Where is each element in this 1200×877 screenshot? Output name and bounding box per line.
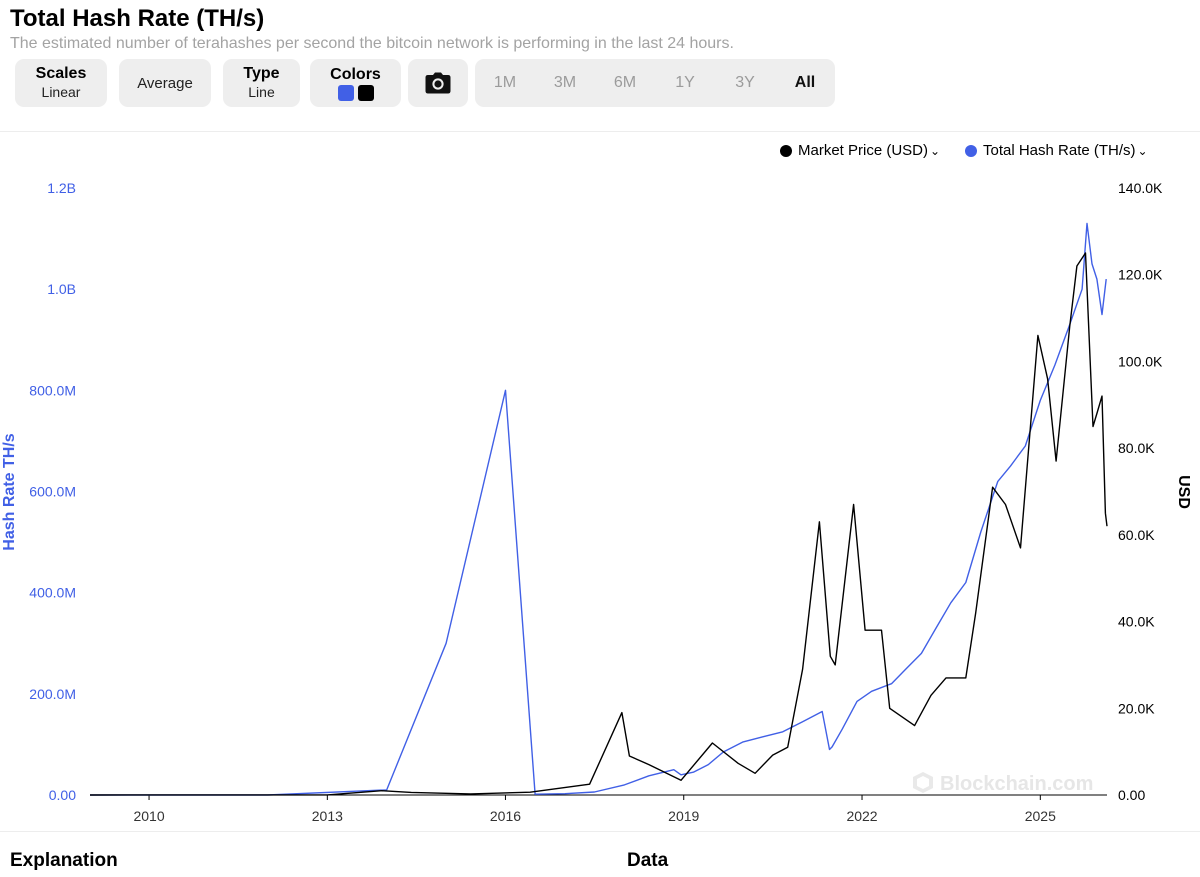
header-divider xyxy=(0,131,1200,132)
x-tick-label-3: 2019 xyxy=(668,808,699,824)
scales-button[interactable]: Scales Linear xyxy=(15,59,107,107)
colors-label: Colors xyxy=(330,65,381,83)
x-tick-label-5: 2025 xyxy=(1025,808,1056,824)
range-all[interactable]: All xyxy=(794,74,816,91)
camera-icon xyxy=(425,72,451,94)
series-line-hash-rate xyxy=(90,222,1107,796)
y-left-tick-1: 200.0M xyxy=(29,686,76,702)
range-1y[interactable]: 1Y xyxy=(675,74,695,91)
y-left-tick-2: 400.0M xyxy=(29,585,76,601)
color-swatch-price[interactable] xyxy=(357,84,374,101)
chevron-down-icon: ⌄ xyxy=(930,143,941,158)
legend-dot-market-price xyxy=(780,144,792,157)
scales-value: Linear xyxy=(41,84,81,100)
range-3y[interactable]: 3Y xyxy=(735,74,755,91)
x-tick-label-4: 2022 xyxy=(846,808,877,824)
y-left-tick-0: 0.00 xyxy=(49,787,76,803)
color-swatch-hashrate[interactable] xyxy=(337,84,354,101)
range-6m[interactable]: 6M xyxy=(613,74,637,91)
data-heading: Data xyxy=(627,850,669,871)
range-3m[interactable]: 3M xyxy=(553,74,577,91)
type-label: Type xyxy=(243,65,280,82)
y-left-tick-4: 800.0M xyxy=(29,382,76,398)
y-right-tick-1: 20.0K xyxy=(1118,700,1155,716)
blockchain-logo-icon xyxy=(913,772,933,793)
legend-dot-hash-rate xyxy=(965,144,977,157)
y-left-tick-6: 1.2B xyxy=(47,180,76,196)
type-button[interactable]: Type Line xyxy=(223,59,300,107)
range-1m[interactable]: 1M xyxy=(493,74,517,91)
y-left-axis-title: Hash Rate TH/s xyxy=(1,433,18,550)
scales-label: Scales xyxy=(35,65,87,82)
chevron-down-icon: ⌄ xyxy=(1137,143,1148,158)
watermark: Blockchain.com xyxy=(913,772,1093,795)
legend-hash-rate[interactable]: Total Hash Rate (TH/s) ⌄ xyxy=(965,142,1148,159)
y-right-tick-0: 0.00 xyxy=(1118,787,1145,803)
logo-inner xyxy=(917,776,929,789)
average-button[interactable]: Average xyxy=(119,59,211,107)
average-label: Average xyxy=(137,74,193,92)
y-right-tick-3: 60.0K xyxy=(1118,527,1155,543)
x-tick-label-1: 2013 xyxy=(312,808,343,824)
y-left-tick-5: 1.0B xyxy=(47,281,76,297)
screenshot-button[interactable] xyxy=(408,59,468,107)
y-right-tick-2: 40.0K xyxy=(1118,614,1155,630)
legend-label-market-price: Market Price (USD) xyxy=(798,142,929,159)
series-line-market-price xyxy=(89,252,1108,796)
page-title: Total Hash Rate (TH/s) xyxy=(10,5,265,32)
footer-divider xyxy=(0,831,1200,832)
x-tick-label-0: 2010 xyxy=(133,808,164,824)
explanation-heading: Explanation xyxy=(10,850,118,871)
type-value: Line xyxy=(248,84,275,100)
watermark-text: Blockchain.com xyxy=(940,773,1093,795)
legend-market-price[interactable]: Market Price (USD) ⌄ xyxy=(780,142,940,159)
y-right-tick-4: 80.0K xyxy=(1118,440,1155,456)
y-right-tick-7: 140.0K xyxy=(1118,180,1163,196)
colors-button[interactable]: Colors xyxy=(310,59,401,107)
range-selector: 1M 3M 6M 1Y 3Y All xyxy=(475,59,835,107)
y-right-axis-title: USD xyxy=(1175,475,1192,509)
y-left-tick-3: 600.0M xyxy=(29,484,76,500)
legend-label-hash-rate: Total Hash Rate (TH/s) xyxy=(983,142,1136,159)
y-right-tick-5: 100.0K xyxy=(1118,353,1163,369)
x-tick-label-2: 2016 xyxy=(490,808,521,824)
page-subtitle: The estimated number of terahashes per s… xyxy=(10,35,734,52)
y-right-tick-6: 120.0K xyxy=(1118,267,1163,283)
